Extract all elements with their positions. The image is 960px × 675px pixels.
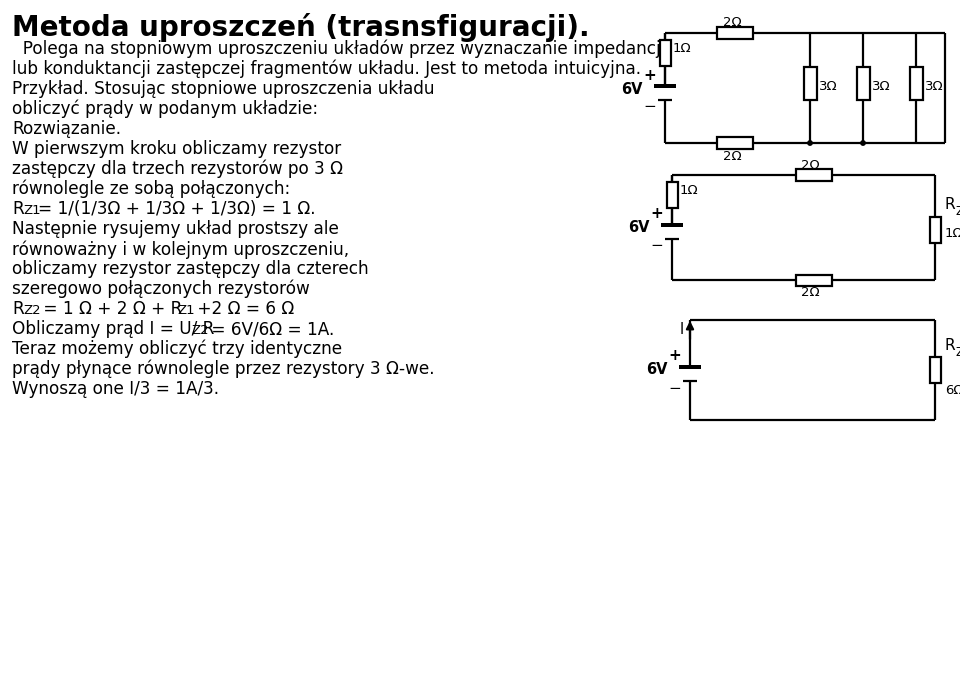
Text: 6V: 6V xyxy=(646,362,667,377)
Text: 3Ω: 3Ω xyxy=(872,80,891,92)
Text: szeregowo połączonych rezystorów: szeregowo połączonych rezystorów xyxy=(12,280,310,298)
Text: I: I xyxy=(680,323,684,338)
Text: Wynoszą one I/3 = 1A/3.: Wynoszą one I/3 = 1A/3. xyxy=(12,380,219,398)
Bar xyxy=(929,357,941,383)
Text: równoważny i w kolejnym uproszczeniu,: równoważny i w kolejnym uproszczeniu, xyxy=(12,240,349,259)
Circle shape xyxy=(861,141,865,145)
Text: Z1: Z1 xyxy=(23,204,41,217)
Text: Rozwiązanie.: Rozwiązanie. xyxy=(12,120,121,138)
Text: R: R xyxy=(12,300,24,318)
Text: +2 Ω = 6 Ω: +2 Ω = 6 Ω xyxy=(193,300,295,318)
Text: W pierwszym kroku obliczamy rezystor: W pierwszym kroku obliczamy rezystor xyxy=(12,140,341,158)
Text: Obliczamy prąd I = U/ R: Obliczamy prąd I = U/ R xyxy=(12,320,214,338)
Bar xyxy=(909,67,923,99)
Text: 2Ω: 2Ω xyxy=(802,159,820,171)
Text: +: + xyxy=(650,206,662,221)
Text: 2Ω: 2Ω xyxy=(723,149,741,163)
Text: 6V: 6V xyxy=(628,220,650,235)
Bar xyxy=(660,40,670,66)
Text: −: − xyxy=(643,99,656,115)
Text: 3Ω: 3Ω xyxy=(819,80,838,92)
Text: 6V: 6V xyxy=(621,82,642,97)
Bar xyxy=(717,138,753,148)
Text: 1Ω: 1Ω xyxy=(680,184,699,198)
Bar xyxy=(666,182,678,208)
Text: R: R xyxy=(12,200,24,218)
Text: = 1 Ω + 2 Ω + R: = 1 Ω + 2 Ω + R xyxy=(37,300,181,318)
Text: 1Ω: 1Ω xyxy=(673,43,691,55)
Text: 2Ω: 2Ω xyxy=(802,286,820,300)
Text: Polega na stopniowym uproszczeniu układów przez wyznaczanie impedancji: Polega na stopniowym uproszczeniu układó… xyxy=(12,39,665,57)
Text: 2Ω: 2Ω xyxy=(723,16,741,30)
Text: 3Ω: 3Ω xyxy=(925,80,944,92)
Text: −: − xyxy=(668,381,681,396)
Text: Z2: Z2 xyxy=(23,304,41,317)
Text: Następnie rysujemy układ prostszy ale: Następnie rysujemy układ prostszy ale xyxy=(12,220,339,238)
Text: Z2: Z2 xyxy=(191,324,209,337)
Text: lub konduktancji zastępczej fragmentów układu. Jest to metoda intuicyjna.: lub konduktancji zastępczej fragmentów u… xyxy=(12,59,641,78)
Circle shape xyxy=(807,141,812,145)
Text: Z1: Z1 xyxy=(177,304,195,317)
Bar xyxy=(804,67,817,99)
Text: Z2: Z2 xyxy=(956,346,960,358)
Text: R: R xyxy=(945,197,955,212)
Bar xyxy=(929,217,941,242)
Text: Przykład. Stosując stopniowe uproszczenia układu: Przykład. Stosując stopniowe uproszczeni… xyxy=(12,80,435,98)
Text: Metoda uproszczeń (trasnsfiguracji).: Metoda uproszczeń (trasnsfiguracji). xyxy=(12,13,589,42)
Text: równolegle ze sobą połączonych:: równolegle ze sobą połączonych: xyxy=(12,180,290,198)
Text: +: + xyxy=(643,68,656,82)
Text: obliczyć prądy w podanym układzie:: obliczyć prądy w podanym układzie: xyxy=(12,100,318,119)
Bar xyxy=(796,275,831,286)
Text: +: + xyxy=(668,348,681,364)
Text: zastępczy dla trzech rezystorów po 3 Ω: zastępczy dla trzech rezystorów po 3 Ω xyxy=(12,160,343,178)
Bar xyxy=(856,67,870,99)
Text: = 6V/6Ω = 1A.: = 6V/6Ω = 1A. xyxy=(205,320,334,338)
Text: −: − xyxy=(650,238,662,253)
Text: prądy płynące równolegle przez rezystory 3 Ω-we.: prądy płynące równolegle przez rezystory… xyxy=(12,360,435,379)
Bar xyxy=(717,28,753,38)
Text: obliczamy rezystor zastępczy dla czterech: obliczamy rezystor zastępczy dla czterec… xyxy=(12,260,369,278)
Text: 1Ω: 1Ω xyxy=(945,227,960,240)
Text: = 1/(1/3Ω + 1/3Ω + 1/3Ω) = 1 Ω.: = 1/(1/3Ω + 1/3Ω + 1/3Ω) = 1 Ω. xyxy=(37,200,315,218)
Text: R: R xyxy=(945,338,955,352)
Text: 6Ω: 6Ω xyxy=(945,383,960,396)
Text: Teraz możemy obliczyć trzy identyczne: Teraz możemy obliczyć trzy identyczne xyxy=(12,340,342,358)
Text: Z1: Z1 xyxy=(956,205,960,218)
Bar xyxy=(796,169,831,180)
